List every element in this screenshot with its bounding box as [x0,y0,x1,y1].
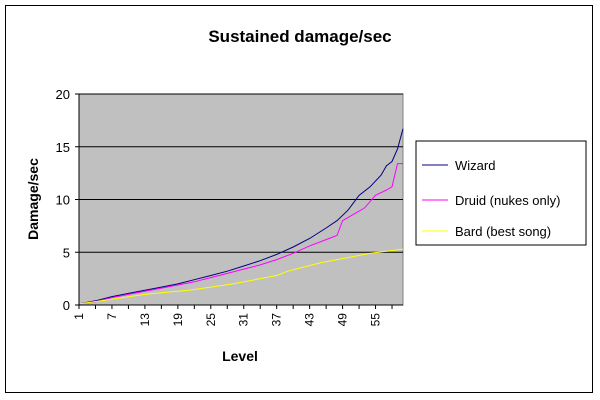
legend: Wizard Druid (nukes only) Bard (best song) [415,140,587,246]
legend-box [415,140,587,246]
x-tick-label: 25 [204,313,218,327]
legend-label: Bard (best song) [455,224,551,239]
y-axis-ticks: 0 5 10 15 20 [56,87,79,313]
x-tick-label: 7 [105,313,119,320]
y-tick-label: 15 [56,140,70,155]
x-axis-title: Level [222,348,258,364]
legend-entries: Wizard Druid (nukes only) Bard (best song) [422,158,561,239]
x-tick-label: 49 [336,313,350,327]
chart-title: Sustained damage/sec [208,27,391,46]
legend-label: Druid (nukes only) [455,193,561,208]
x-tick-label: 43 [303,313,317,327]
x-tick-label: 1 [72,313,86,320]
x-tick-label: 55 [369,313,383,327]
y-tick-label: 0 [63,298,70,313]
x-tick-label: 31 [237,313,251,327]
series-line-0 [78,128,404,305]
y-tick-label: 5 [63,245,70,260]
series-line-2 [78,248,404,305]
x-axis-ticks: 1 7 13 19 25 31 37 43 49 55 [72,305,393,327]
gridlines [79,93,403,253]
series-lines [78,128,404,305]
y-tick-label: 20 [56,87,70,102]
x-tick-label: 13 [138,313,152,327]
y-axis-title: Damage/sec [25,158,41,240]
x-tick-label: 19 [171,313,185,327]
x-tick-label: 37 [270,313,284,327]
legend-label: Wizard [455,158,495,173]
y-tick-label: 10 [56,193,70,208]
series-line-1 [78,163,403,305]
